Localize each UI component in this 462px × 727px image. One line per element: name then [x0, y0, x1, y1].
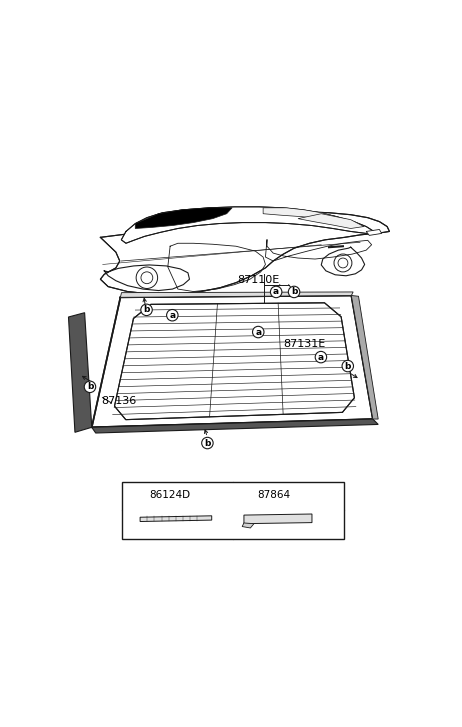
Circle shape	[133, 489, 144, 500]
Circle shape	[342, 361, 353, 371]
Circle shape	[167, 310, 178, 321]
Polygon shape	[366, 230, 382, 236]
Circle shape	[270, 286, 282, 297]
Circle shape	[242, 489, 253, 500]
Text: a: a	[255, 328, 261, 337]
Circle shape	[315, 351, 327, 363]
Text: a: a	[135, 491, 141, 499]
Circle shape	[253, 326, 264, 338]
Text: 87864: 87864	[257, 490, 291, 500]
Circle shape	[202, 438, 213, 449]
Text: b: b	[291, 287, 297, 297]
Text: b: b	[204, 438, 211, 448]
Circle shape	[288, 286, 300, 297]
Text: b: b	[345, 361, 351, 371]
Circle shape	[141, 304, 152, 316]
Polygon shape	[68, 313, 92, 433]
Polygon shape	[263, 208, 337, 219]
Polygon shape	[140, 515, 212, 521]
Polygon shape	[244, 514, 312, 523]
Text: b: b	[244, 491, 251, 499]
Text: a: a	[318, 353, 324, 361]
Text: a: a	[169, 310, 176, 320]
Polygon shape	[298, 214, 364, 228]
Polygon shape	[135, 208, 232, 228]
Polygon shape	[121, 292, 353, 297]
Polygon shape	[351, 295, 378, 419]
Polygon shape	[242, 523, 254, 528]
Text: 87131E: 87131E	[284, 339, 326, 349]
Polygon shape	[100, 211, 389, 294]
Polygon shape	[92, 295, 373, 427]
Text: 87110E: 87110E	[237, 275, 280, 285]
Text: b: b	[87, 382, 93, 391]
Text: 86124D: 86124D	[149, 490, 190, 500]
Text: 87136: 87136	[101, 396, 136, 406]
Text: b: b	[143, 305, 150, 314]
Bar	[122, 482, 344, 539]
Text: a: a	[273, 287, 279, 297]
Polygon shape	[115, 303, 354, 419]
Polygon shape	[122, 206, 374, 244]
Polygon shape	[92, 419, 378, 433]
Circle shape	[84, 381, 96, 393]
